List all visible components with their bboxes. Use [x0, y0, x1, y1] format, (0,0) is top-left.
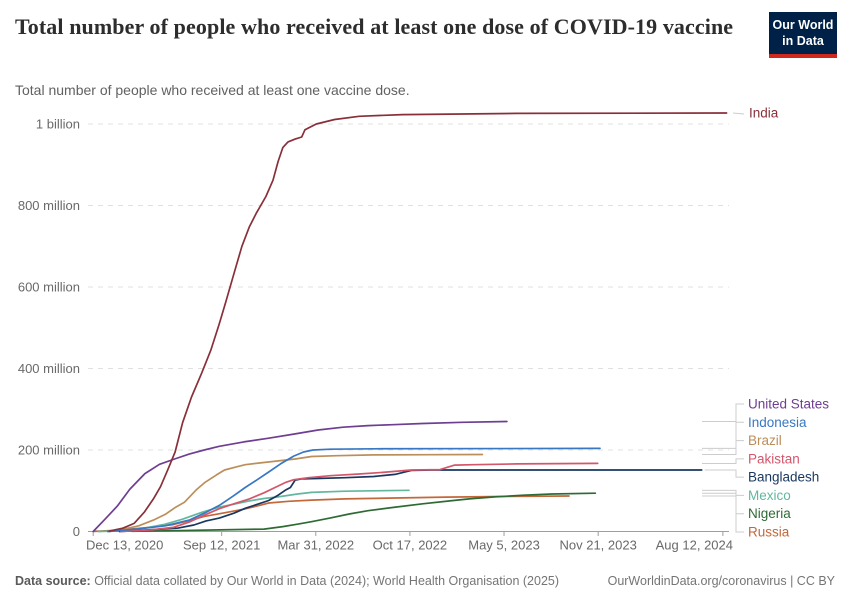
x-axis-label-sep-12-2021: Sep 12, 2021 — [183, 538, 260, 553]
legend-label-indonesia[interactable]: Indonesia — [748, 415, 807, 430]
owid-logo-line2: in Data — [782, 34, 824, 49]
y-axis-label-200-million: 200 million — [18, 443, 80, 458]
x-axis-label-nov-21-2023: Nov 21, 2023 — [559, 538, 636, 553]
legend-label-russia[interactable]: Russia — [748, 525, 790, 540]
x-axis-label-aug-12-2024: Aug 12, 2024 — [656, 538, 733, 553]
legend-connector-russia — [702, 495, 744, 533]
page-title: Total number of people who received at l… — [15, 14, 734, 39]
series-line-united-states[interactable] — [92, 420, 508, 533]
x-axis-label-may-5-2023: May 5, 2023 — [468, 538, 540, 553]
chart-footer: Data source: Official data collated by O… — [15, 574, 835, 588]
owid-logo-line1: Our World — [772, 18, 834, 32]
legend-connector-bangladesh — [704, 469, 744, 478]
legend-label-bangladesh[interactable]: Bangladesh — [748, 470, 819, 485]
y-axis-label-0: 0 — [73, 524, 80, 539]
data-source-label: Data source: — [15, 574, 91, 588]
license-link: OurWorldinData.org/coronavirus | CC BY — [607, 574, 835, 588]
legend-label-united-states[interactable]: United States — [748, 397, 829, 412]
y-axis-label-1-billion: 1 billion — [36, 117, 80, 132]
y-axis-label-600-million: 600 million — [18, 280, 80, 295]
series-line-nigeria[interactable] — [130, 492, 597, 533]
chart-subtitle: Total number of people who received at l… — [15, 82, 410, 98]
legend-connector-brazil — [702, 440, 744, 455]
series-line-india[interactable] — [108, 112, 728, 532]
x-axis-label-mar-31-2022: Mar 31, 2022 — [277, 538, 354, 553]
data-source-text: Official data collated by Our World in D… — [90, 574, 560, 588]
legend-connector-pakistan — [702, 458, 744, 464]
legend-label-india[interactable]: India — [749, 105, 779, 120]
legend-connector-united-states — [702, 403, 744, 422]
x-axis-label-oct-17-2022: Oct 17, 2022 — [373, 538, 447, 553]
legend-connector-india — [732, 112, 745, 115]
legend-label-nigeria[interactable]: Nigeria — [748, 506, 791, 521]
series-line-bangladesh[interactable] — [118, 469, 703, 533]
x-axis-label-dec-13-2020: Dec 13, 2020 — [86, 538, 163, 553]
legend-label-mexico[interactable]: Mexico — [748, 488, 791, 503]
series-line-indonesia[interactable] — [106, 447, 601, 533]
y-axis-label-800-million: 800 million — [18, 198, 80, 213]
owid-logo: Our World in Data — [769, 12, 837, 58]
legend-connector-indonesia — [702, 421, 744, 449]
y-axis-label-400-million: 400 million — [18, 361, 80, 376]
legend-label-brazil[interactable]: Brazil — [748, 433, 782, 448]
data-source-note: Data source: Official data collated by O… — [15, 574, 559, 588]
series-line-brazil[interactable] — [108, 453, 484, 533]
series-line-pakistan[interactable] — [120, 462, 599, 533]
legend-label-pakistan[interactable]: Pakistan — [748, 451, 800, 466]
